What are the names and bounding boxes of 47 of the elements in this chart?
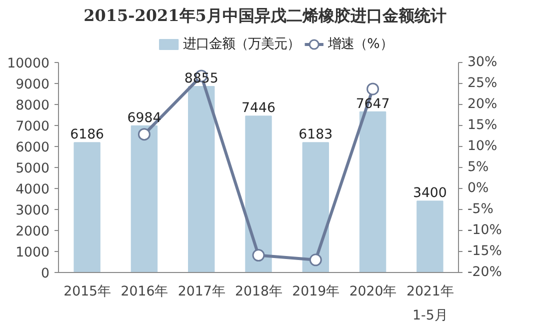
- point: [138, 128, 150, 141]
- x-tick-label: 2019年: [292, 284, 340, 300]
- bar: [188, 86, 215, 272]
- bar: [130, 125, 158, 272]
- bar: [74, 142, 100, 272]
- y2-tick-label: 25%: [468, 76, 498, 91]
- y-tick-label: 6000: [16, 140, 50, 156]
- bar: [359, 111, 386, 272]
- y-tick-label: 8000: [16, 98, 50, 114]
- y2-tick-label: 10%: [468, 139, 498, 154]
- legend-label: 增速（%）: [327, 37, 393, 52]
- y-tick-label: 0: [41, 266, 50, 282]
- chart-title: 2015-2021年5月中国异戊二烯橡胶进口金额统计: [84, 5, 446, 27]
- bar: [416, 200, 444, 272]
- x-tick-label: 2016年: [120, 284, 168, 300]
- x-tick-label: 2021年 1-5月: [406, 284, 454, 324]
- y-tick-label: 5000: [16, 162, 50, 176]
- y2-tick-label: 20%: [468, 97, 498, 112]
- y-tick-label: 4000: [16, 182, 50, 198]
- point: [252, 249, 265, 262]
- y-tick-label: 9000: [16, 78, 50, 92]
- y2-tick-label: -5%: [468, 202, 494, 217]
- x-tick-label: 2018年: [235, 284, 282, 300]
- y2-tick-label: -10%: [468, 223, 502, 238]
- bar: [245, 116, 272, 272]
- y-tick-label: 1000: [16, 246, 50, 260]
- x-tick-label: 2020年: [349, 284, 396, 300]
- y2-tick-label: -20%: [468, 265, 502, 280]
- point: [309, 254, 322, 266]
- x-tick-label: 2017年: [178, 284, 225, 300]
- y-tick-label: 2000: [16, 224, 50, 240]
- y-tick-label: 3000: [16, 204, 50, 218]
- point: [366, 82, 380, 96]
- y2-tick-label: -15%: [468, 244, 502, 259]
- y2-tick-label: 0%: [468, 181, 489, 196]
- x-tick-label: 2015年: [64, 284, 111, 300]
- data-label: 6186: [70, 128, 104, 143]
- y2-tick-label: 30%: [468, 55, 498, 70]
- y-tick-label: 10000: [7, 56, 50, 72]
- data-label: 3400: [412, 186, 447, 202]
- legend-label: 进口金额（万美元）: [182, 36, 300, 52]
- y-tick-label: 7000: [16, 120, 50, 134]
- y2-tick-label: 15%: [468, 118, 498, 133]
- bar: [302, 142, 329, 272]
- data-label: 7446: [242, 101, 276, 116]
- data-label: 6183: [298, 128, 333, 143]
- y2-tick-label: 5%: [468, 160, 489, 175]
